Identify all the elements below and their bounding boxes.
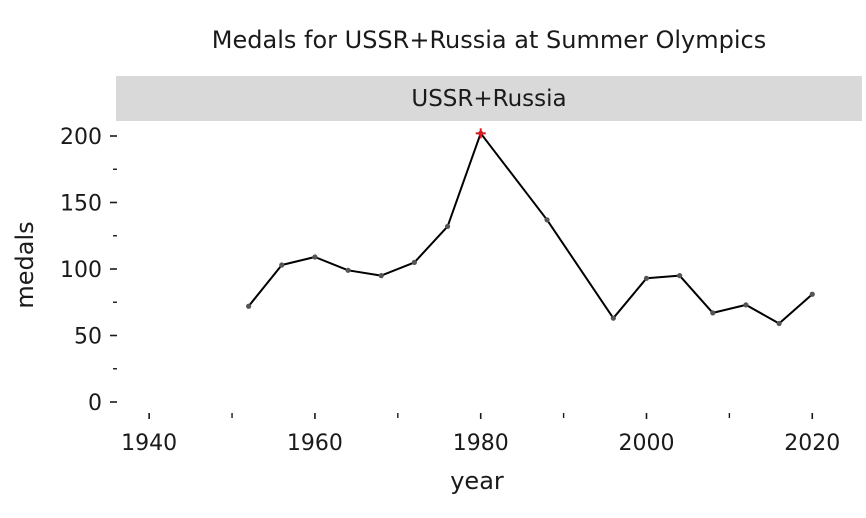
facet-strip: USSR+Russia <box>116 76 862 121</box>
x-axis-title: year <box>450 467 504 495</box>
data-point <box>544 217 550 223</box>
data-point <box>610 315 616 321</box>
x-tick-label: 1940 <box>121 431 177 456</box>
data-point <box>809 291 815 297</box>
data-point <box>776 320 782 327</box>
data-point <box>345 267 351 273</box>
y-tick-label: 150 <box>60 192 102 217</box>
data-point <box>643 275 650 281</box>
y-axis: 0 50 100 150 200 <box>60 125 117 416</box>
plot-area <box>246 128 815 327</box>
data-point <box>743 302 749 308</box>
series-line <box>247 132 813 325</box>
data-point <box>411 259 417 265</box>
x-tick-label: 2000 <box>618 431 674 456</box>
data-point <box>444 223 451 230</box>
data-point <box>246 303 252 309</box>
x-tick-label: 1960 <box>287 431 343 456</box>
y-axis-title: medals <box>11 221 39 308</box>
facet-strip-background <box>116 76 862 121</box>
x-axis: 1940 1960 1980 2000 2020 <box>121 413 840 456</box>
data-point <box>710 310 716 316</box>
data-point <box>378 273 384 279</box>
data-point <box>312 254 318 260</box>
data-point <box>677 273 683 279</box>
y-tick-label: 0 <box>88 391 102 416</box>
highlight-marker <box>475 128 486 139</box>
x-tick-label: 1980 <box>453 431 509 456</box>
y-tick-label: 50 <box>74 325 102 350</box>
data-point <box>279 262 285 268</box>
x-tick-label: 2020 <box>784 431 840 456</box>
y-tick-label: 100 <box>60 258 102 283</box>
chart-title: Medals for USSR+Russia at Summer Olympic… <box>211 26 767 54</box>
facet-strip-label: USSR+Russia <box>411 86 566 112</box>
y-tick-label: 200 <box>60 125 102 150</box>
